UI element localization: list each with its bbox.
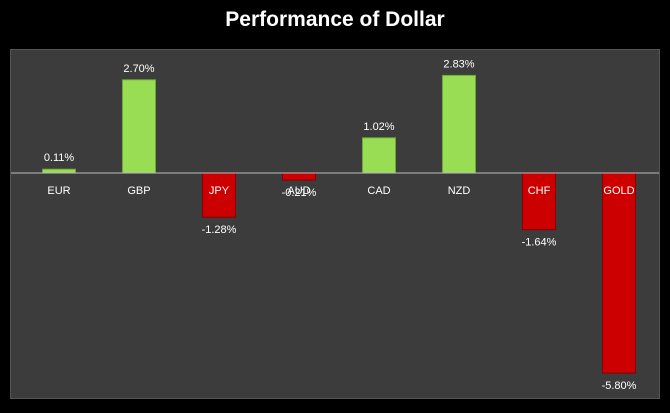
category-label-chf: CHF xyxy=(528,185,551,197)
bar-aud xyxy=(282,172,316,181)
category-label-aud: AUD xyxy=(287,185,310,197)
bar-nzd xyxy=(442,74,476,174)
data-label-gold: -5.80% xyxy=(602,380,637,392)
category-label-gold: GOLD xyxy=(603,185,634,197)
chart-title: Performance of Dollar xyxy=(225,8,445,31)
bar-cad xyxy=(362,137,396,174)
bar-jpy xyxy=(202,172,236,218)
bar-chf xyxy=(522,172,556,231)
category-label-cad: CAD xyxy=(367,185,390,197)
data-label-cad: 1.02% xyxy=(363,121,394,133)
data-label-nzd: 2.83% xyxy=(443,58,474,70)
bar-gbp xyxy=(122,79,156,174)
category-label-jpy: JPY xyxy=(209,185,230,197)
data-label-chf: -1.64% xyxy=(522,237,557,249)
data-label-jpy: -1.28% xyxy=(202,224,237,236)
category-label-nzd: NZD xyxy=(448,185,471,197)
category-label-gbp: GBP xyxy=(127,185,150,197)
bar-gold xyxy=(602,172,636,374)
category-label-eur: EUR xyxy=(47,185,70,197)
data-label-gbp: 2.70% xyxy=(123,63,154,75)
data-label-eur: 0.11% xyxy=(44,152,75,164)
data-label-aud: -0.21% xyxy=(282,187,317,199)
bar-eur xyxy=(42,168,76,174)
